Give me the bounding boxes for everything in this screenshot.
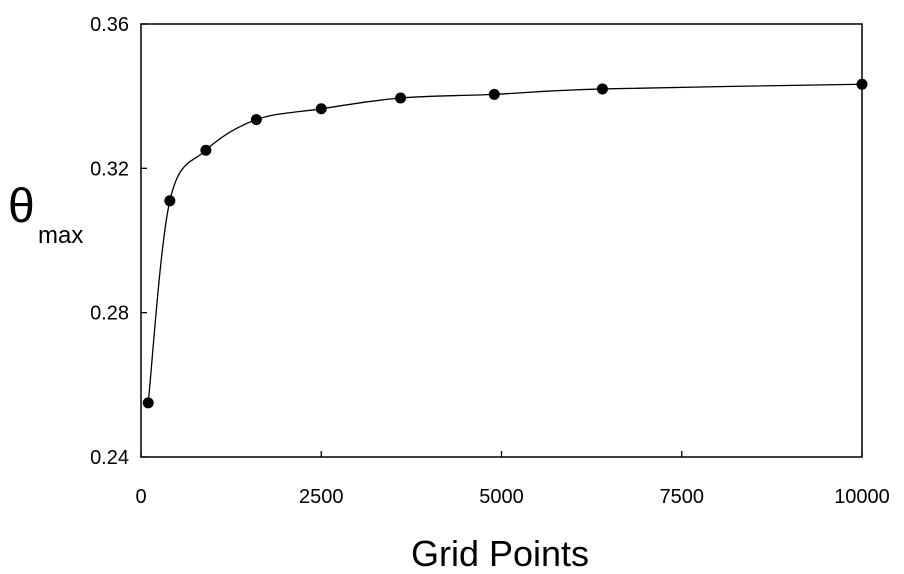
x-tick-label: 5000 bbox=[479, 486, 524, 508]
data-point bbox=[315, 103, 327, 115]
y-axis-title-symbol: θ bbox=[8, 180, 35, 233]
series-points bbox=[142, 78, 868, 409]
x-tick-label: 2500 bbox=[299, 486, 344, 508]
data-point bbox=[164, 195, 176, 207]
x-tick-label: 0 bbox=[135, 486, 146, 508]
x-tick-label: 10000 bbox=[834, 486, 890, 508]
data-point bbox=[596, 83, 608, 95]
series-line bbox=[147, 83, 863, 403]
y-tick-label: 0.24 bbox=[90, 447, 129, 469]
tick-labels: 0 2500 5000 7500 10000 0.24 0.28 0.32 0.36 bbox=[90, 14, 890, 508]
data-point bbox=[395, 92, 407, 104]
data-point bbox=[250, 114, 262, 126]
data-point bbox=[142, 397, 154, 409]
axis-ticks bbox=[140, 23, 863, 458]
y-tick-label: 0.32 bbox=[90, 158, 129, 180]
y-axis-title: θ max bbox=[8, 180, 83, 249]
y-axis-title-subscript: max bbox=[38, 222, 83, 249]
x-tick-label: 7500 bbox=[660, 486, 705, 508]
y-tick-label: 0.36 bbox=[90, 14, 129, 36]
data-point bbox=[200, 144, 212, 156]
x-axis-title: Grid Points bbox=[411, 533, 589, 574]
data-point bbox=[488, 88, 500, 100]
plot-frame bbox=[140, 23, 863, 458]
y-tick-label: 0.28 bbox=[90, 303, 129, 325]
